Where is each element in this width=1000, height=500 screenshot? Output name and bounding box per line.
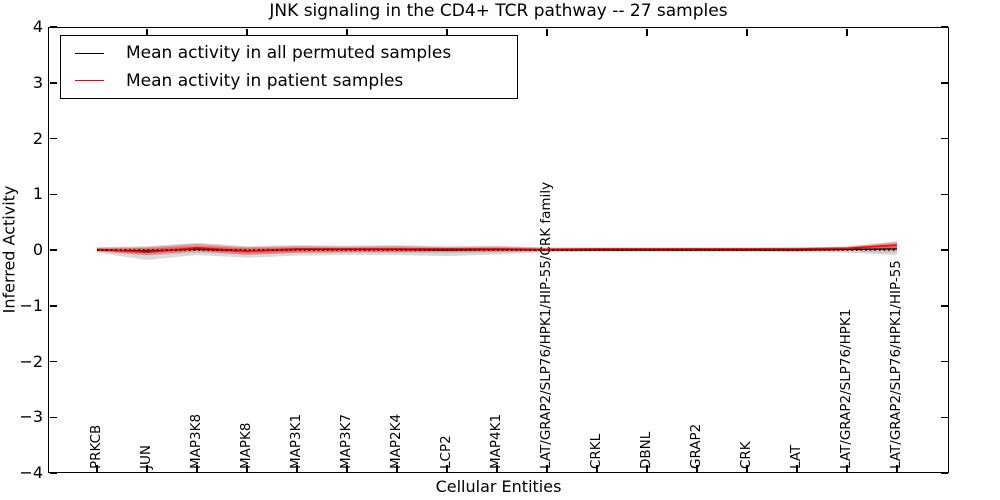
x-tick-label: MAP3K7: [338, 413, 354, 469]
legend: Mean activity in all permuted samples Me…: [60, 35, 518, 99]
x-tick-label: CRKL: [588, 433, 604, 469]
x-tick-mark-top: [146, 28, 148, 36]
y-tick-mark-left: [49, 305, 57, 307]
legend-line-patient-icon: [75, 80, 104, 82]
y-tick-mark-right: [941, 249, 948, 251]
x-tick-mark-bottom: [346, 464, 348, 472]
x-tick-mark-bottom: [96, 464, 98, 472]
y-tick-mark-left: [49, 416, 57, 418]
x-tick-mark-bottom: [646, 464, 648, 472]
y-tick-label: −2: [19, 351, 43, 371]
x-tick-mark-bottom: [596, 464, 598, 472]
y-tick-label: −4: [19, 463, 43, 482]
y-tick-label: 4: [32, 17, 43, 36]
x-tick-label: MAPK8: [238, 422, 254, 469]
x-tick-label: JUN: [138, 445, 154, 469]
y-tick-mark-right: [941, 416, 948, 418]
x-tick-mark-bottom: [846, 464, 848, 472]
x-tick-mark-top: [446, 28, 448, 36]
x-tick-mark-bottom: [446, 464, 448, 472]
y-tick-label: 0: [32, 240, 43, 259]
x-tick-mark-top: [846, 28, 848, 36]
y-tick-mark-right: [941, 193, 948, 195]
x-tick-mark-bottom: [396, 464, 398, 472]
y-tick-mark-left: [49, 26, 57, 28]
x-tick-label: MAP4K1: [488, 413, 504, 469]
x-tick-mark-bottom: [246, 464, 248, 472]
legend-item-patient: Mean activity in patient samples: [75, 71, 517, 91]
x-tick-label: LAT/GRAP2/SLP76/HPK1/HIP-55: [888, 260, 904, 469]
x-tick-mark-top: [246, 28, 248, 36]
y-tick-mark-left: [49, 472, 57, 474]
x-tick-mark-bottom: [296, 464, 298, 472]
y-tick-mark-left: [49, 137, 57, 140]
permuted-samples-confidence-band: [97, 241, 897, 260]
y-tick-mark-right: [941, 137, 948, 140]
y-tick-mark-left: [49, 249, 57, 251]
x-tick-label: MAP3K8: [188, 413, 204, 469]
x-tick-label: CRK: [738, 441, 754, 469]
legend-line-permuted-icon: [75, 52, 104, 54]
plot-svg: [96, 241, 898, 260]
y-tick-mark-right: [941, 472, 948, 474]
x-tick-mark-bottom: [746, 464, 748, 472]
y-tick-label: −1: [19, 295, 43, 315]
permuted-samples-confidence-band-inner: [97, 245, 897, 256]
x-tick-label: LAT/GRAP2/SLP76/HPK1/HIP-55/CRK family: [538, 181, 554, 469]
y-tick-mark-right: [941, 360, 948, 363]
x-tick-label: LAT: [788, 444, 804, 469]
x-axis-label: Cellular Entities: [435, 477, 562, 496]
y-tick-label: 3: [32, 72, 43, 92]
x-tick-label: MAP3K1: [288, 413, 304, 469]
x-tick-label: LCP2: [438, 435, 454, 469]
plot-area: [48, 27, 949, 473]
x-tick-label: PRKCB: [88, 424, 104, 469]
x-tick-label: DBNL: [638, 431, 654, 469]
legend-label-permuted: Mean activity in all permuted samples: [126, 43, 452, 64]
y-tick-mark-left: [49, 82, 57, 84]
y-tick-mark-left: [49, 360, 57, 363]
x-tick-mark-top: [346, 28, 348, 36]
x-tick-mark-bottom: [696, 464, 698, 472]
x-tick-mark-top: [746, 28, 748, 36]
y-tick-mark-right: [941, 82, 948, 84]
y-tick-mark-right: [941, 305, 948, 307]
x-tick-mark-bottom: [146, 464, 148, 472]
x-tick-mark-bottom: [896, 464, 898, 472]
x-tick-mark-bottom: [796, 464, 798, 472]
x-tick-label: LAT/GRAP2/SLP76/HPK1: [838, 308, 854, 469]
y-tick-mark-left: [49, 193, 57, 195]
x-tick-mark-bottom: [196, 464, 198, 472]
y-tick-label: 2: [32, 128, 43, 148]
x-tick-label: GRAP2: [688, 423, 704, 469]
legend-label-patient: Mean activity in patient samples: [126, 70, 404, 91]
x-tick-mark-bottom: [546, 464, 548, 472]
patient-mean-line: [96, 244, 898, 254]
y-tick-label: 1: [32, 184, 43, 204]
legend-item-permuted: Mean activity in all permuted samples: [75, 43, 517, 63]
x-tick-mark-bottom: [496, 464, 498, 472]
y-tick-mark-right: [941, 26, 948, 28]
chart-title: JNK signaling in the CD4+ TCR pathway --…: [269, 1, 728, 21]
x-tick-mark-top: [546, 28, 548, 36]
x-tick-label: MAP2K4: [388, 413, 404, 469]
y-tick-label: −3: [19, 407, 43, 427]
x-tick-mark-top: [646, 28, 648, 36]
